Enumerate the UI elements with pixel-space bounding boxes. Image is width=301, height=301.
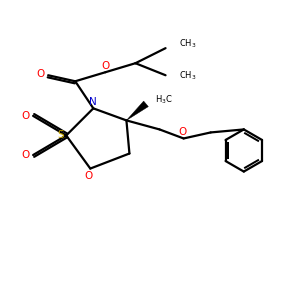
- Text: CH$_3$: CH$_3$: [179, 69, 197, 82]
- Text: CH$_3$: CH$_3$: [179, 37, 197, 50]
- Text: O: O: [101, 61, 110, 71]
- Text: O: O: [21, 111, 30, 121]
- Text: H$_3$C: H$_3$C: [155, 93, 173, 106]
- Text: O: O: [21, 150, 30, 160]
- Text: O: O: [85, 171, 93, 181]
- Text: O: O: [36, 69, 45, 79]
- Text: N: N: [89, 97, 97, 107]
- Text: S: S: [57, 130, 64, 141]
- Text: O: O: [178, 127, 186, 137]
- Polygon shape: [126, 101, 148, 120]
